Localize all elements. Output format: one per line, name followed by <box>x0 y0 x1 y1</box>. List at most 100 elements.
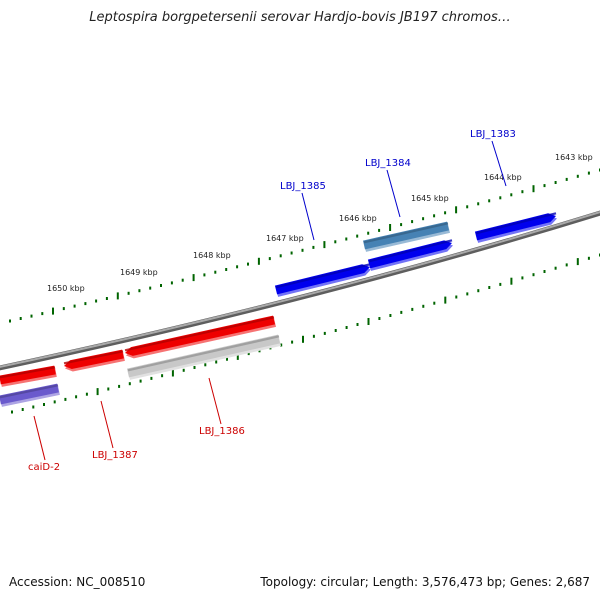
minor-tick-mark <box>193 366 196 369</box>
minor-tick-mark <box>323 331 326 335</box>
major-tick-mark <box>116 292 119 300</box>
gene-cai-d-2-arrow[interactable] <box>0 365 57 387</box>
minor-tick-mark <box>170 281 173 285</box>
gene-lbj-1387-arrow[interactable] <box>63 349 125 372</box>
minor-tick-mark <box>488 199 491 203</box>
gene-top-edge <box>275 263 371 289</box>
scale-label: 1649 kbp <box>120 268 158 277</box>
gene-lbj-1384-arrow[interactable] <box>367 239 453 271</box>
minor-tick-mark <box>138 289 141 293</box>
minor-tick-mark <box>215 360 218 364</box>
minor-tick-mark <box>334 329 337 332</box>
minor-tick-mark <box>11 410 13 414</box>
gene-label-lbj-1384[interactable]: LBJ_1384 <box>365 158 411 169</box>
gene-body <box>274 264 370 295</box>
gene-lbj-1386-arrow[interactable] <box>124 315 276 359</box>
gene-other-arrow[interactable] <box>0 383 60 407</box>
map-title: Leptospira borgpetersenii serovar Hardjo… <box>89 10 511 25</box>
gene-top-edge <box>127 335 280 372</box>
minor-tick-mark <box>43 403 45 406</box>
gene-top-edge <box>368 239 453 263</box>
minor-tick-mark <box>53 400 56 404</box>
minor-tick-mark <box>128 382 131 386</box>
minor-tick-mark <box>455 295 458 299</box>
minor-tick-mark <box>356 234 359 238</box>
minor-tick-mark <box>182 368 185 372</box>
leader-line-lbj-1386 <box>208 377 222 425</box>
gene-label-caid-2[interactable]: caiD-2 <box>28 462 60 473</box>
major-tick-mark <box>389 224 392 231</box>
minor-tick-mark <box>345 237 348 241</box>
minor-tick-mark <box>41 312 44 316</box>
major-tick-mark <box>171 369 174 377</box>
minor-tick-mark <box>290 251 293 255</box>
minor-tick-mark <box>543 270 546 273</box>
minor-tick-mark <box>247 262 249 266</box>
minor-tick-mark <box>139 379 142 383</box>
minor-tick-mark <box>247 352 250 356</box>
minor-tick-mark <box>466 292 469 296</box>
minor-tick-mark <box>345 326 348 329</box>
gene-lbj-1384-upper-arrow[interactable] <box>363 221 450 252</box>
minor-tick-mark <box>334 240 337 244</box>
minor-tick-mark <box>576 174 579 178</box>
minor-tick-mark <box>62 307 65 311</box>
scale-label: 1646 kbp <box>339 214 377 223</box>
gene-pseudo-arrow[interactable] <box>127 334 281 380</box>
gene-lbj-1385-arrow[interactable] <box>274 263 371 297</box>
gene-label-lbj-1386[interactable]: LBJ_1386 <box>199 426 245 437</box>
minor-tick-mark <box>107 387 110 391</box>
gene-label-lbj-1383[interactable]: LBJ_1383 <box>470 129 516 140</box>
minor-tick-mark <box>226 357 228 361</box>
minor-tick-mark <box>444 211 447 215</box>
major-tick-mark <box>323 241 326 249</box>
scale-label: 1647 kbp <box>266 234 304 243</box>
gene-top-edge <box>63 350 124 365</box>
chromosome-backbone-highlight <box>0 211 600 368</box>
minor-tick-mark <box>565 263 568 267</box>
minor-tick-mark <box>499 196 502 200</box>
minor-tick-mark <box>587 171 590 175</box>
minor-tick-mark <box>477 289 480 293</box>
minor-tick-mark <box>73 304 76 308</box>
minor-tick-mark <box>488 286 491 289</box>
chromosome-backbone-group <box>0 210 600 371</box>
minor-tick-mark <box>378 317 381 320</box>
major-tick-mark <box>257 257 260 265</box>
minor-tick-mark <box>554 181 557 184</box>
scale-label: 1645 kbp <box>411 194 449 203</box>
minor-tick-mark <box>204 363 207 367</box>
major-tick-mark <box>302 335 304 343</box>
minor-tick-mark <box>510 193 513 197</box>
minor-tick-mark <box>161 374 164 378</box>
major-tick-mark <box>52 307 54 315</box>
minor-tick-mark <box>236 265 239 269</box>
major-tick-mark <box>510 277 513 285</box>
scale-label: 1648 kbp <box>193 251 231 260</box>
scale-label: 1650 kbp <box>47 284 85 293</box>
minor-tick-mark <box>301 248 304 252</box>
gene-label-lbj-1387[interactable]: LBJ_1387 <box>92 450 138 461</box>
minor-tick-mark <box>521 276 524 280</box>
minor-tick-mark <box>411 307 414 311</box>
minor-tick-mark <box>84 302 87 306</box>
minor-tick-mark <box>400 223 403 227</box>
genome-summary: Topology: circular; Length: 3,576,473 bp… <box>260 575 590 589</box>
gene-body <box>367 240 452 269</box>
minor-tick-mark <box>477 202 480 206</box>
gene-label-lbj-1385[interactable]: LBJ_1385 <box>280 181 326 192</box>
minor-tick-mark <box>466 205 469 209</box>
gene-labels: LBJ_1383 LBJ_1384 LBJ_1385 LBJ_1386 LBJ_1387… <box>28 129 516 473</box>
minor-tick-mark <box>150 376 153 380</box>
leader-line-lbj-1385 <box>301 192 315 241</box>
gene-top-edge <box>0 366 56 379</box>
minor-tick-mark <box>587 256 590 260</box>
minor-tick-mark <box>127 291 130 295</box>
minor-tick-mark <box>95 299 98 303</box>
minor-tick-mark <box>19 317 22 320</box>
minor-tick-mark <box>422 304 425 308</box>
gene-lbj-1383-arrow[interactable] <box>474 212 557 243</box>
minor-tick-mark <box>181 278 184 282</box>
minor-tick-mark <box>378 228 381 232</box>
